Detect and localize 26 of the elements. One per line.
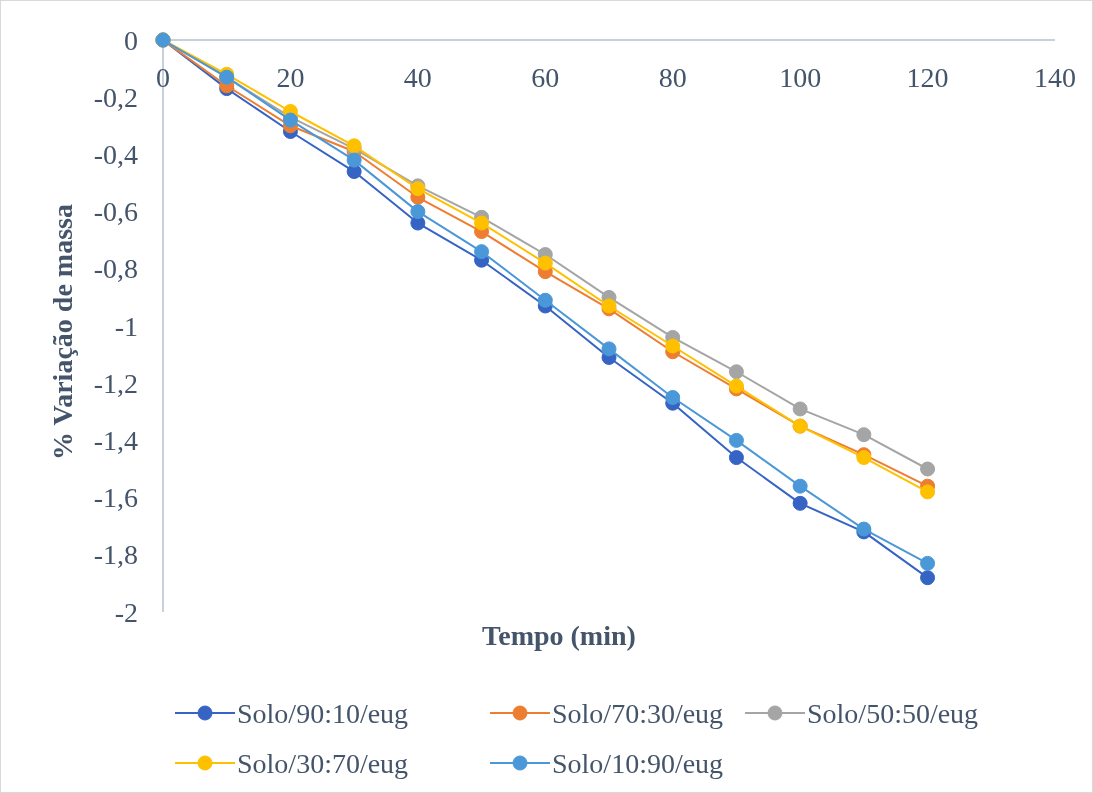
y-tick-label: 0: [124, 24, 138, 56]
y-tick-label: -1,8: [93, 539, 138, 571]
legend-label: Solo/10:90/eug: [552, 747, 724, 779]
x-axis-title: Tempo (min): [482, 620, 636, 651]
y-tick-label: -0,4: [93, 138, 138, 170]
x-tick-label: 20: [276, 62, 305, 93]
y-tick-label: -1,6: [93, 482, 138, 514]
x-tick-label: 40: [403, 62, 432, 93]
x-tick-label: 100: [779, 62, 822, 93]
y-tick-label: -0,8: [93, 253, 138, 285]
y-tick-label: -0,2: [93, 81, 138, 113]
x-tick-label: 60: [531, 62, 560, 93]
x-tick-label: 140: [1034, 62, 1076, 93]
y-tick-label: -1: [114, 310, 138, 342]
x-tick-label: 120: [906, 62, 949, 93]
legend-label: Solo/50:50/eug: [807, 697, 979, 729]
legend-label: Solo/90:10/eug: [237, 697, 409, 729]
y-tick-label: -2: [114, 596, 138, 628]
x-tick-label: 0: [156, 62, 170, 93]
y-tick-label: -0,6: [93, 196, 138, 228]
legend-label: Solo/70:30/eug: [552, 697, 724, 729]
y-tick-label: -1,4: [93, 424, 138, 456]
legend-label: Solo/30:70/eug: [237, 747, 409, 779]
y-axis-title: % Variação de massa: [47, 204, 78, 460]
y-tick-label: -1,2: [93, 367, 138, 399]
x-tick-label: 80: [658, 62, 687, 93]
